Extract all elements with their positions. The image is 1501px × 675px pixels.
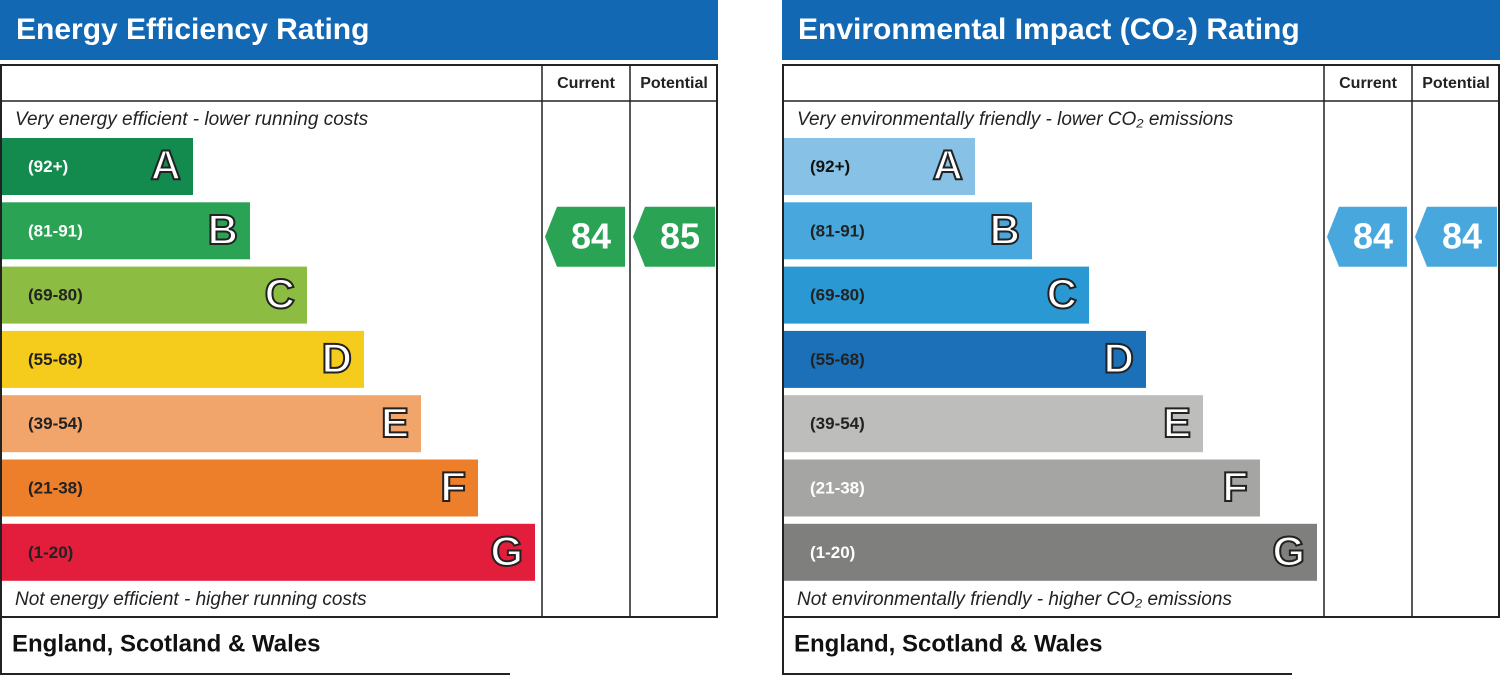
band-letter: B xyxy=(990,206,1020,253)
band-letter: G xyxy=(1272,527,1305,574)
rating-arrow xyxy=(1327,206,1407,267)
band-bar xyxy=(784,330,1146,388)
band-bar xyxy=(784,459,1260,517)
band-bar xyxy=(2,395,421,453)
column-header: Current xyxy=(1339,75,1397,92)
rating-value: 85 xyxy=(660,215,700,256)
band-bar xyxy=(2,266,307,324)
band-letter: F xyxy=(440,463,466,510)
band-range: (69-80) xyxy=(28,286,83,305)
band-bar xyxy=(2,138,193,195)
column-header: Current xyxy=(557,75,615,92)
band-bar xyxy=(784,138,975,195)
band-bar xyxy=(784,395,1203,453)
band-range: (39-54) xyxy=(810,414,865,433)
band-bar xyxy=(784,202,1032,260)
band-range: (92+) xyxy=(28,157,68,176)
column-header: Potential xyxy=(640,75,708,92)
column-header: Potential xyxy=(1422,75,1490,92)
bottom-note: Not environmentally friendly - higher CO… xyxy=(797,589,1232,610)
band-range: (92+) xyxy=(810,157,850,176)
title: Energy Efficiency Rating xyxy=(16,13,369,46)
band-letter: A xyxy=(151,142,181,189)
band-letter: C xyxy=(1047,270,1077,317)
band-range: (39-54) xyxy=(28,414,83,433)
band-range: (69-80) xyxy=(810,286,865,305)
band-bar xyxy=(2,523,535,581)
band-range: (55-68) xyxy=(28,350,83,369)
footer: England, Scotland & Wales xyxy=(12,630,320,657)
band-range: (81-91) xyxy=(28,221,83,240)
title: Environmental Impact (CO₂) Rating xyxy=(798,13,1300,46)
rating-arrow xyxy=(1415,206,1497,267)
footer: England, Scotland & Wales xyxy=(794,630,1102,657)
band-bar xyxy=(2,202,250,260)
band-letter: E xyxy=(381,399,409,446)
band-letter: D xyxy=(1104,334,1134,381)
band-letter: F xyxy=(1222,463,1248,510)
band-bar xyxy=(784,266,1089,324)
band-range: (21-38) xyxy=(810,478,865,497)
band-letter: C xyxy=(265,270,295,317)
band-letter: G xyxy=(490,527,523,574)
band-range: (55-68) xyxy=(810,350,865,369)
band-range: (1-20) xyxy=(810,543,855,562)
rating-arrow xyxy=(633,206,715,267)
title-bar xyxy=(782,0,1500,60)
title-bar xyxy=(0,0,718,60)
rating-value: 84 xyxy=(571,215,611,256)
band-letter: E xyxy=(1163,399,1191,446)
frame xyxy=(782,64,1500,618)
band-range: (21-38) xyxy=(28,478,83,497)
rating-value: 84 xyxy=(1442,215,1482,256)
band-range: (81-91) xyxy=(810,221,865,240)
bottom-note: Not energy efficient - higher running co… xyxy=(15,589,367,610)
frame xyxy=(0,64,718,618)
band-bar xyxy=(2,459,478,517)
band-bar xyxy=(784,523,1317,581)
rating-value: 84 xyxy=(1353,215,1393,256)
band-bar xyxy=(2,330,364,388)
top-note: Very energy efficient - lower running co… xyxy=(15,109,369,130)
band-letter: D xyxy=(322,334,352,381)
band-letter: A xyxy=(933,142,963,189)
band-letter: B xyxy=(208,206,238,253)
band-range: (1-20) xyxy=(28,543,73,562)
top-note: Very environmentally friendly - lower CO… xyxy=(797,109,1234,130)
rating-arrow xyxy=(545,206,625,267)
